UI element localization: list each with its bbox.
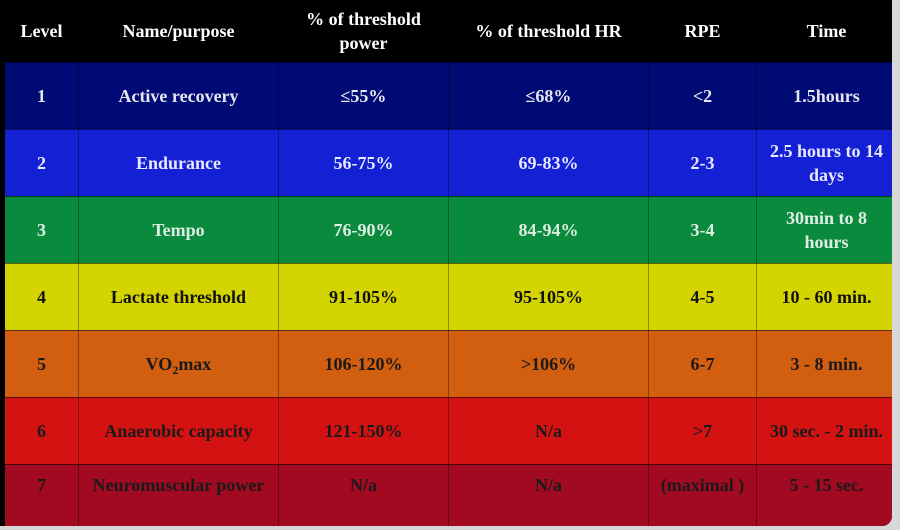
table-row: 1 Active recovery ≤55% ≤68% <2 1.5hours (4, 61, 892, 130)
cell-power: ≤55% (278, 61, 449, 130)
cell-name: VO2max (78, 329, 279, 398)
vo2max-tail: max (178, 353, 212, 374)
vo2max-main: VO (145, 353, 173, 374)
header-threshold-hr: % of threshold HR (448, 0, 649, 62)
cell-time: 30min to 8 hours (756, 195, 892, 264)
table-row: 4 Lactate threshold 91-105% 95-105% 4-5 … (4, 262, 892, 331)
cell-hr: N/a (448, 396, 649, 465)
cell-rpe: >7 (648, 396, 757, 465)
cell-name: Anaerobic capacity (78, 396, 279, 465)
cell-level: 3 (4, 195, 79, 264)
header-row: Level Name/purpose % of threshold power … (4, 0, 892, 62)
cell-time: 10 - 60 min. (756, 262, 892, 331)
cell-hr: N/a (448, 463, 649, 526)
cell-hr: 69-83% (448, 128, 649, 197)
cell-power: 91-105% (278, 262, 449, 331)
cell-power: 76-90% (278, 195, 449, 264)
cell-level: 6 (4, 396, 79, 465)
cell-name: Active recovery (78, 61, 279, 130)
header-rpe: RPE (648, 0, 757, 62)
cell-time: 3 - 8 min. (756, 329, 892, 398)
cell-rpe: 4-5 (648, 262, 757, 331)
header-name-purpose: Name/purpose (78, 0, 279, 62)
cell-hr: 95-105% (448, 262, 649, 331)
cell-hr: ≤68% (448, 61, 649, 130)
cell-level: 4 (4, 262, 79, 331)
training-zones-table: Level Name/purpose % of threshold power … (4, 0, 892, 526)
cell-level: 5 (4, 329, 79, 398)
cell-name: Neuromuscular power (78, 463, 279, 526)
cell-power: 121-150% (278, 396, 449, 465)
table-row: 6 Anaerobic capacity 121-150% N/a >7 30 … (4, 396, 892, 465)
cell-time: 2.5 hours to 14 days (756, 128, 892, 197)
cell-level: 7 (4, 463, 79, 526)
table-row: 7 Neuromuscular power N/a N/a (maximal )… (4, 463, 892, 526)
cell-hr: >106% (448, 329, 649, 398)
cell-name: Lactate threshold (78, 262, 279, 331)
cell-level: 2 (4, 128, 79, 197)
table-row: 5 VO2max 106-120% >106% 6-7 3 - 8 min. (4, 329, 892, 398)
cell-time: 30 sec. - 2 min. (756, 396, 892, 465)
vo2max-subscript: 2 (172, 362, 179, 377)
cell-time: 5 - 15 sec. (756, 463, 892, 526)
header-time: Time (756, 0, 892, 62)
cell-power: N/a (278, 463, 449, 526)
cell-rpe: (maximal ) (648, 463, 757, 526)
cell-rpe: 2-3 (648, 128, 757, 197)
table-row: 3 Tempo 76-90% 84-94% 3-4 30min to 8 hou… (4, 195, 892, 264)
cell-hr: 84-94% (448, 195, 649, 264)
cell-name: Tempo (78, 195, 279, 264)
cell-power: 106-120% (278, 329, 449, 398)
cell-power: 56-75% (278, 128, 449, 197)
header-threshold-power: % of threshold power (278, 0, 449, 62)
cell-rpe: <2 (648, 61, 757, 130)
table-row: 2 Endurance 56-75% 69-83% 2-3 2.5 hours … (4, 128, 892, 197)
cell-rpe: 6-7 (648, 329, 757, 398)
cell-name: Endurance (78, 128, 279, 197)
cell-level: 1 (4, 61, 79, 130)
cell-rpe: 3-4 (648, 195, 757, 264)
cell-time: 1.5hours (756, 61, 892, 130)
header-level: Level (4, 0, 79, 62)
